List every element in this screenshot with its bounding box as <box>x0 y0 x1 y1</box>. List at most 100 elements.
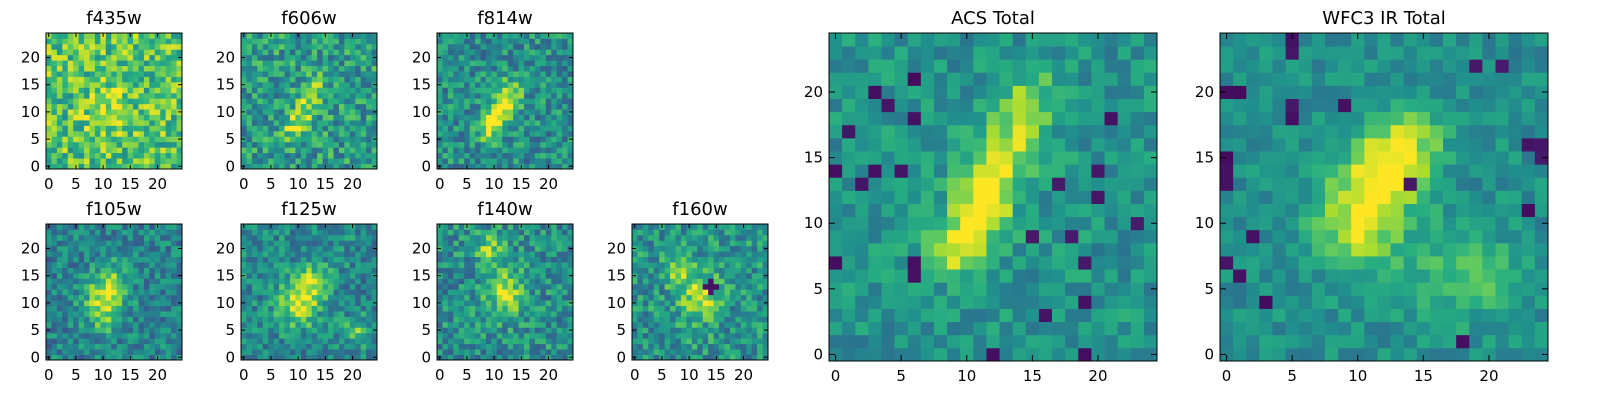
heatmap-cell <box>165 54 172 61</box>
heatmap-cell <box>366 54 372 61</box>
heatmap-cell <box>279 316 285 323</box>
heatmap-cell <box>491 300 498 306</box>
heatmap-cell <box>664 283 671 290</box>
heatmap-cell <box>138 262 145 268</box>
heatmap-cell <box>366 354 372 361</box>
heatmap-cell <box>154 343 161 350</box>
heatmap-cell <box>51 54 58 61</box>
heatmap-cell <box>251 120 258 126</box>
heatmap-cell <box>51 316 58 323</box>
heatmap-cell <box>116 240 123 247</box>
heatmap-cell <box>529 343 536 350</box>
heatmap-cell <box>513 98 519 105</box>
heatmap-cell <box>56 103 63 110</box>
heatmap-cell <box>333 240 340 247</box>
heatmap-cell <box>257 54 264 61</box>
heatmap-cell <box>268 343 275 350</box>
heatmap-cell <box>855 269 869 283</box>
heatmap-cell <box>251 38 258 45</box>
heatmap-cell <box>149 92 156 99</box>
heatmap-cell <box>534 33 541 39</box>
heatmap-cell <box>458 256 465 263</box>
heatmap-cell <box>507 33 514 39</box>
heatmap-cell <box>94 343 101 350</box>
heatmap-cell <box>295 245 302 252</box>
heatmap-cell <box>686 256 693 263</box>
heatmap-cell <box>46 141 52 148</box>
heatmap-cell <box>89 81 96 88</box>
heatmap-cell <box>284 321 291 328</box>
heatmap-cell <box>284 316 291 323</box>
heatmap-cell <box>289 305 296 312</box>
heatmap-cell <box>171 272 177 279</box>
heatmap-cell <box>518 300 525 306</box>
heatmap-cell <box>138 163 145 170</box>
heatmap-cell <box>686 332 693 339</box>
heatmap-cell <box>262 251 269 258</box>
heatmap-cell <box>127 311 134 317</box>
y-tick-label: 20 <box>412 48 431 66</box>
heatmap-cell <box>51 87 58 94</box>
heatmap-cell <box>149 54 156 61</box>
heatmap-cell <box>485 81 492 88</box>
heatmap-cell <box>502 234 509 241</box>
heatmap-cell <box>289 49 296 56</box>
heatmap-cell <box>556 240 563 247</box>
heatmap-cell <box>447 71 454 77</box>
heatmap-cell <box>437 343 443 350</box>
heatmap-cell <box>442 98 449 105</box>
heatmap-cell <box>138 130 145 137</box>
panel-title: f606w <box>281 8 336 29</box>
heatmap-cell <box>273 81 280 88</box>
heatmap-cell <box>51 125 58 132</box>
heatmap-cell <box>251 327 258 334</box>
heatmap-cell <box>279 71 285 77</box>
heatmap-cell <box>116 60 123 67</box>
heatmap-cell <box>762 316 769 323</box>
heatmap-cell <box>78 300 85 306</box>
heatmap-cell <box>491 38 498 45</box>
heatmap-cell <box>89 229 96 236</box>
heatmap-cell <box>268 158 275 164</box>
heatmap-cell <box>328 65 334 72</box>
heatmap-cell <box>540 267 547 274</box>
heatmap-cell <box>491 136 498 143</box>
heatmap-cell <box>485 327 492 334</box>
heatmap-cell <box>246 283 253 290</box>
heatmap-cell <box>458 130 465 137</box>
heatmap-cell <box>675 316 682 323</box>
heatmap-cell <box>881 295 895 309</box>
heatmap-cell <box>567 33 574 39</box>
heatmap-cell <box>829 242 843 257</box>
heatmap-cell <box>724 338 731 345</box>
heatmap-cell <box>251 152 258 159</box>
heatmap-cell <box>176 289 183 296</box>
heatmap-cell <box>691 332 698 339</box>
heatmap-cell <box>360 65 367 72</box>
heatmap-cell <box>165 163 172 170</box>
heatmap-cell <box>485 305 492 312</box>
heatmap-cell <box>62 38 69 45</box>
heatmap-cell <box>176 311 183 317</box>
heatmap-cell <box>562 283 568 290</box>
heatmap-cell <box>518 141 525 148</box>
heatmap-cell <box>664 354 671 361</box>
heatmap-cell <box>67 289 74 296</box>
heatmap-cell <box>458 283 465 290</box>
heatmap-cell <box>154 267 161 274</box>
heatmap-cell <box>534 256 541 263</box>
heatmap-cell <box>534 343 541 350</box>
heatmap-cell <box>708 283 714 290</box>
heatmap-cell <box>842 256 856 270</box>
heatmap-cell <box>524 240 530 247</box>
heatmap-cell <box>751 349 758 355</box>
heatmap-cell <box>518 240 525 247</box>
heatmap-cell <box>524 245 530 252</box>
heatmap-cell <box>89 125 96 132</box>
heatmap-cell <box>719 234 725 241</box>
heatmap-cell <box>855 242 869 257</box>
heatmap-cell <box>637 245 644 252</box>
heatmap-cell <box>300 114 307 121</box>
heatmap-cell <box>51 311 58 317</box>
heatmap-cell <box>475 251 481 258</box>
